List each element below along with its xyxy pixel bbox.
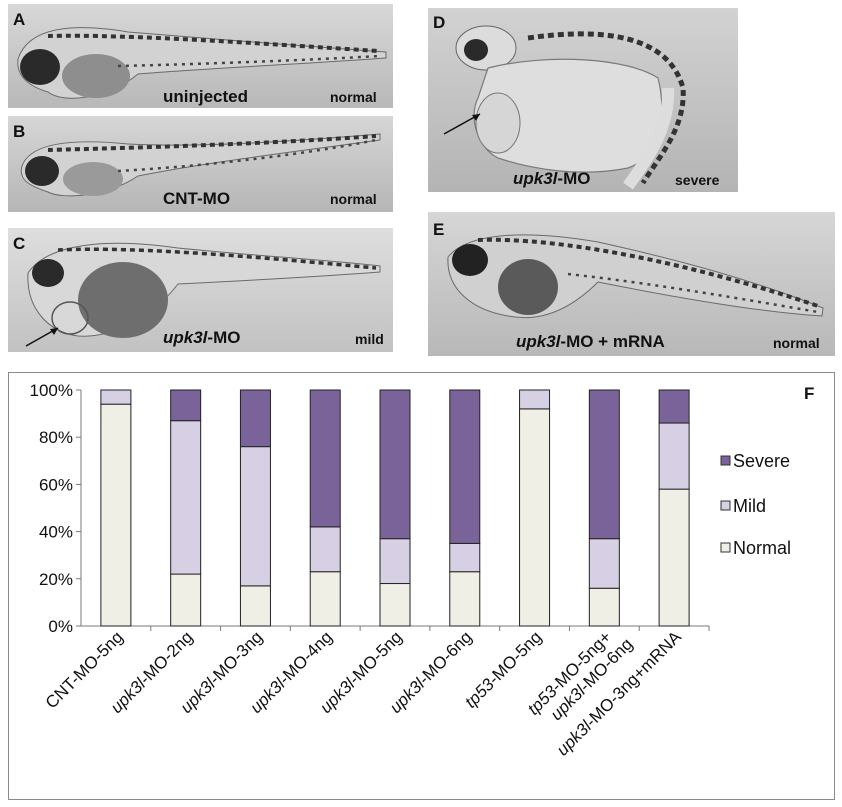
panel-e-image: E upk3l-MO + mRNA normal [428, 212, 835, 356]
y-tick-label: 60% [39, 475, 73, 494]
panel-d-phenotype: severe [675, 172, 720, 188]
panel-letter-a: A [13, 10, 26, 29]
larva-normal-illustration [8, 116, 393, 212]
panel-a-phenotype: normal [330, 89, 377, 105]
panel-c-phenotype: mild [355, 331, 384, 347]
y-tick-label: 40% [39, 523, 73, 542]
panel-letter-b: B [13, 122, 26, 141]
panel-c-condition: upk3l-MO [163, 328, 241, 347]
stacked-bar-chart: 0%20%40%60%80%100%CNT-MO-5ngupk3l-MO-2ng… [30, 381, 815, 759]
panel-c-image: C upk3l-MO mild [8, 228, 393, 352]
bar-segment-severe [449, 389, 481, 544]
bar-segment-severe [309, 389, 341, 528]
bar-segment-severe [239, 389, 271, 448]
bar-segment-normal [519, 408, 551, 627]
larva-rescued-illustration [428, 212, 835, 356]
y-tick-label: 0% [48, 617, 73, 636]
bar-segment-mild [170, 420, 202, 575]
larva-severe-illustration [428, 8, 738, 192]
bar-segment-mild [379, 538, 411, 585]
panel-b-condition: CNT-MO [163, 189, 231, 208]
bar-segment-normal [588, 587, 620, 627]
bar-segment-normal [309, 571, 341, 627]
bar-segment-mild [588, 538, 620, 589]
chart-panel-f: 0% 20% 40% 60% 80% 100% CNT-MO-5ng upk3l-MO-2ng… [8, 372, 835, 800]
legend-swatch-mild [720, 500, 731, 511]
bar-segment-normal [100, 403, 132, 627]
bar-segment-mild [309, 526, 341, 573]
bar-segment-mild [449, 542, 481, 573]
panel-letter-d: D [433, 13, 446, 32]
y-tick-label: 80% [39, 428, 73, 447]
panel-letter-f: F [804, 384, 814, 403]
panel-b-phenotype: normal [330, 191, 377, 207]
bar-segment-severe [588, 389, 620, 540]
bar-segment-mild [239, 446, 271, 587]
bar-segment-mild [100, 389, 132, 405]
panel-e-condition: upk3l-MO + mRNA [516, 332, 665, 351]
panel-b-image: B CNT-MO normal [8, 116, 393, 212]
legend-label-mild: Mild [733, 496, 766, 516]
bar-segment-mild [658, 422, 690, 490]
panel-d-condition: upk3l-MO [513, 169, 591, 188]
legend-label-normal: Normal [733, 538, 791, 558]
legend-label-severe: Severe [733, 451, 790, 471]
panel-a-condition: uninjected [163, 87, 249, 106]
bar-segment-normal [449, 571, 481, 627]
panel-d-image: D upk3l-MO severe [428, 8, 738, 192]
panel-letter-c: C [13, 234, 26, 253]
bar-segment-mild [519, 389, 551, 410]
legend-swatch-normal [720, 542, 731, 553]
bar-segment-normal [239, 585, 271, 627]
larva-normal-illustration [8, 4, 393, 108]
panel-e-phenotype: normal [773, 335, 820, 351]
bar-segment-severe [170, 389, 202, 422]
panel-letter-e: E [433, 220, 445, 239]
larva-mild-illustration [8, 228, 393, 352]
y-tick-label: 20% [39, 570, 73, 589]
legend-swatch-severe [720, 455, 731, 466]
y-tick-label: 100% [30, 381, 73, 400]
bar-segment-normal [170, 573, 202, 627]
bar-segment-normal [658, 488, 690, 627]
bar-segment-normal [379, 583, 411, 627]
bar-segment-severe [379, 389, 411, 540]
bar-segment-severe [658, 389, 690, 424]
panel-a-image: A uninjected normal [8, 4, 393, 108]
